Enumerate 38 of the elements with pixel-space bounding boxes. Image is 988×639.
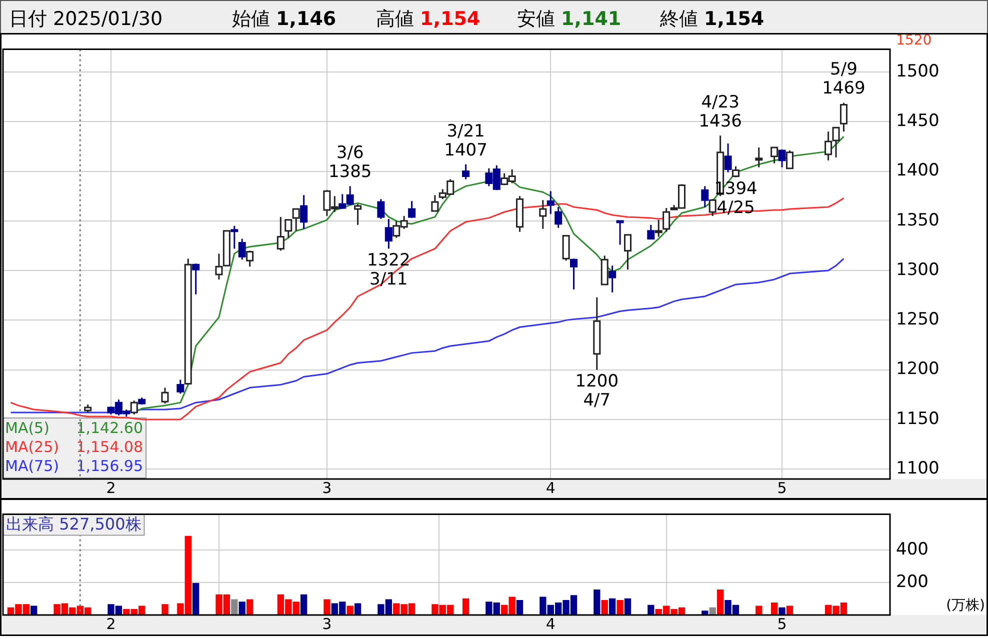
annotation: 出来高 527,500株 [6,514,142,534]
x-tick-label: 4 [546,614,556,633]
x-tick-label: 2 [106,614,116,633]
annotation: 1,156.95 [76,456,143,475]
x-tick-label: 5 [777,614,787,633]
annotation: 5/9 1469 [822,60,866,99]
text: 終値 1,154 [660,7,764,32]
y-tick-label: 1150 [896,408,940,429]
text: 安値 1,141 [517,7,622,32]
y-tick-label: 1500 [896,61,940,82]
series-label: MA(25) [5,438,59,456]
y-tick-label: 1350 [896,210,940,230]
annotation: 3/6 1385 [328,143,372,182]
y-tick-label: 200 [896,572,928,592]
y-axis-title: (万株) [946,598,985,614]
x-tick-label: 2 [106,478,116,497]
y-tick-label: 1450 [896,111,940,132]
text: 高値 1,154 [376,7,480,32]
text: MA(75) [5,456,59,475]
y-tick-label: 1250 [896,310,940,330]
text: 日付 2025/01/30 [9,7,163,32]
x-tick-label: 3 [322,478,332,497]
annotation: 3/21 1407 [444,121,488,160]
y-tick-label: 1100 [896,458,940,478]
x-tick-label: 5 [777,478,787,497]
x-tick-label: 4 [546,478,556,497]
y-tick-label: 1200 [896,359,940,380]
x-tick-label: 3 [322,614,332,633]
annotation: 1,142.60 [76,418,143,437]
annotation: 1200 4/7 [575,372,619,411]
annotation: 1,154.08 [76,438,143,456]
y-tick-label: 400 [896,539,928,560]
text: 始値 1,146 [232,7,336,32]
y-tick-label: 1400 [896,160,940,181]
text: 1520 [896,32,932,49]
text: MA(5) [5,418,50,437]
annotation: 4/23 1436 [698,92,742,132]
y-tick-label: 1300 [896,260,940,280]
